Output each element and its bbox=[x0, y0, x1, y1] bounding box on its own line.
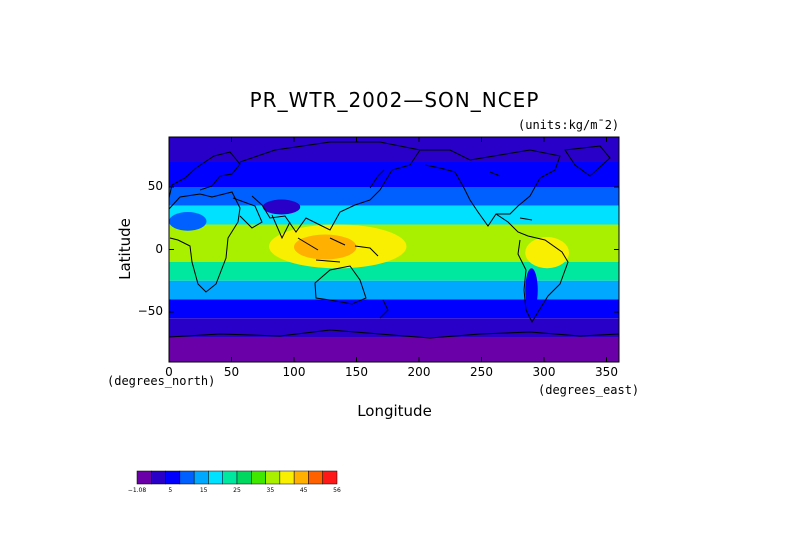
colorbar-swatch bbox=[165, 470, 181, 485]
colorbar-tick-label: 15 bbox=[200, 487, 208, 494]
colorbar-tick-label: 56 bbox=[333, 487, 341, 494]
precip-water-field bbox=[169, 137, 619, 362]
x-tick-label: 100 bbox=[282, 365, 306, 379]
field-feature bbox=[262, 199, 301, 215]
y-axis-label: Latitude bbox=[116, 218, 134, 280]
lat-band bbox=[169, 299, 619, 319]
field-feature bbox=[525, 268, 538, 312]
y-tick-label: 0 bbox=[155, 241, 163, 256]
colorbar-swatch bbox=[322, 470, 338, 485]
field-feature bbox=[169, 337, 619, 362]
x-tick-label: 200 bbox=[407, 365, 431, 379]
x-tick-label: 300 bbox=[532, 365, 556, 379]
y-tick-label: 50 bbox=[147, 179, 163, 193]
colorbar-tick-label: −1.08 bbox=[128, 487, 147, 494]
lat-band bbox=[169, 205, 619, 225]
colorbar-swatch bbox=[236, 470, 252, 485]
colorbar-swatch bbox=[308, 470, 323, 485]
colorbar-tick-label: 25 bbox=[233, 487, 241, 494]
field-feature bbox=[294, 234, 357, 260]
field-feature bbox=[169, 212, 207, 231]
colorbar-swatch bbox=[151, 470, 166, 485]
colorbar-swatch bbox=[279, 470, 295, 485]
x-tick-label: 350 bbox=[595, 365, 618, 379]
lat-band bbox=[169, 187, 619, 206]
colorbar-swatch bbox=[293, 470, 309, 485]
lat-band bbox=[169, 262, 619, 281]
x-tick-label: 0 bbox=[165, 365, 173, 379]
colorbar-swatch bbox=[208, 470, 223, 485]
coastlines bbox=[169, 141, 619, 339]
colorbar-swatch bbox=[179, 470, 195, 485]
colorbar-swatch bbox=[251, 470, 266, 485]
axis-ticks bbox=[168, 137, 619, 362]
y-units-label: (degrees_north) bbox=[107, 374, 216, 388]
lat-band bbox=[169, 162, 619, 187]
x-tick-label: 250 bbox=[470, 365, 493, 379]
colorbar-tick-label: 5 bbox=[168, 487, 172, 494]
x-axis-label: Longitude bbox=[357, 402, 432, 420]
colorbar-swatch bbox=[265, 470, 281, 485]
x-tick-label: 150 bbox=[345, 365, 368, 379]
colorbar-swatch bbox=[222, 470, 238, 485]
colorbar-swatch bbox=[136, 470, 152, 485]
x-units-label: (degrees_east) bbox=[538, 383, 640, 397]
lat-band bbox=[169, 280, 619, 300]
colorbar-tick-label: 45 bbox=[300, 487, 308, 494]
colorbar-tick-label: 35 bbox=[267, 487, 275, 494]
y-tick-label: −50 bbox=[137, 304, 163, 318]
field-feature bbox=[525, 237, 569, 269]
colorbar: −1.08 5 15 25 35 45 56 bbox=[128, 470, 341, 494]
colorbar-swatch bbox=[193, 470, 209, 485]
lat-band bbox=[169, 137, 619, 162]
units-label: (units:kg/m¯2) bbox=[518, 118, 620, 132]
map-title: PR_WTR_2002—SON_NCEP bbox=[249, 88, 540, 112]
lat-band bbox=[169, 318, 619, 337]
x-tick-label: 50 bbox=[223, 365, 240, 379]
